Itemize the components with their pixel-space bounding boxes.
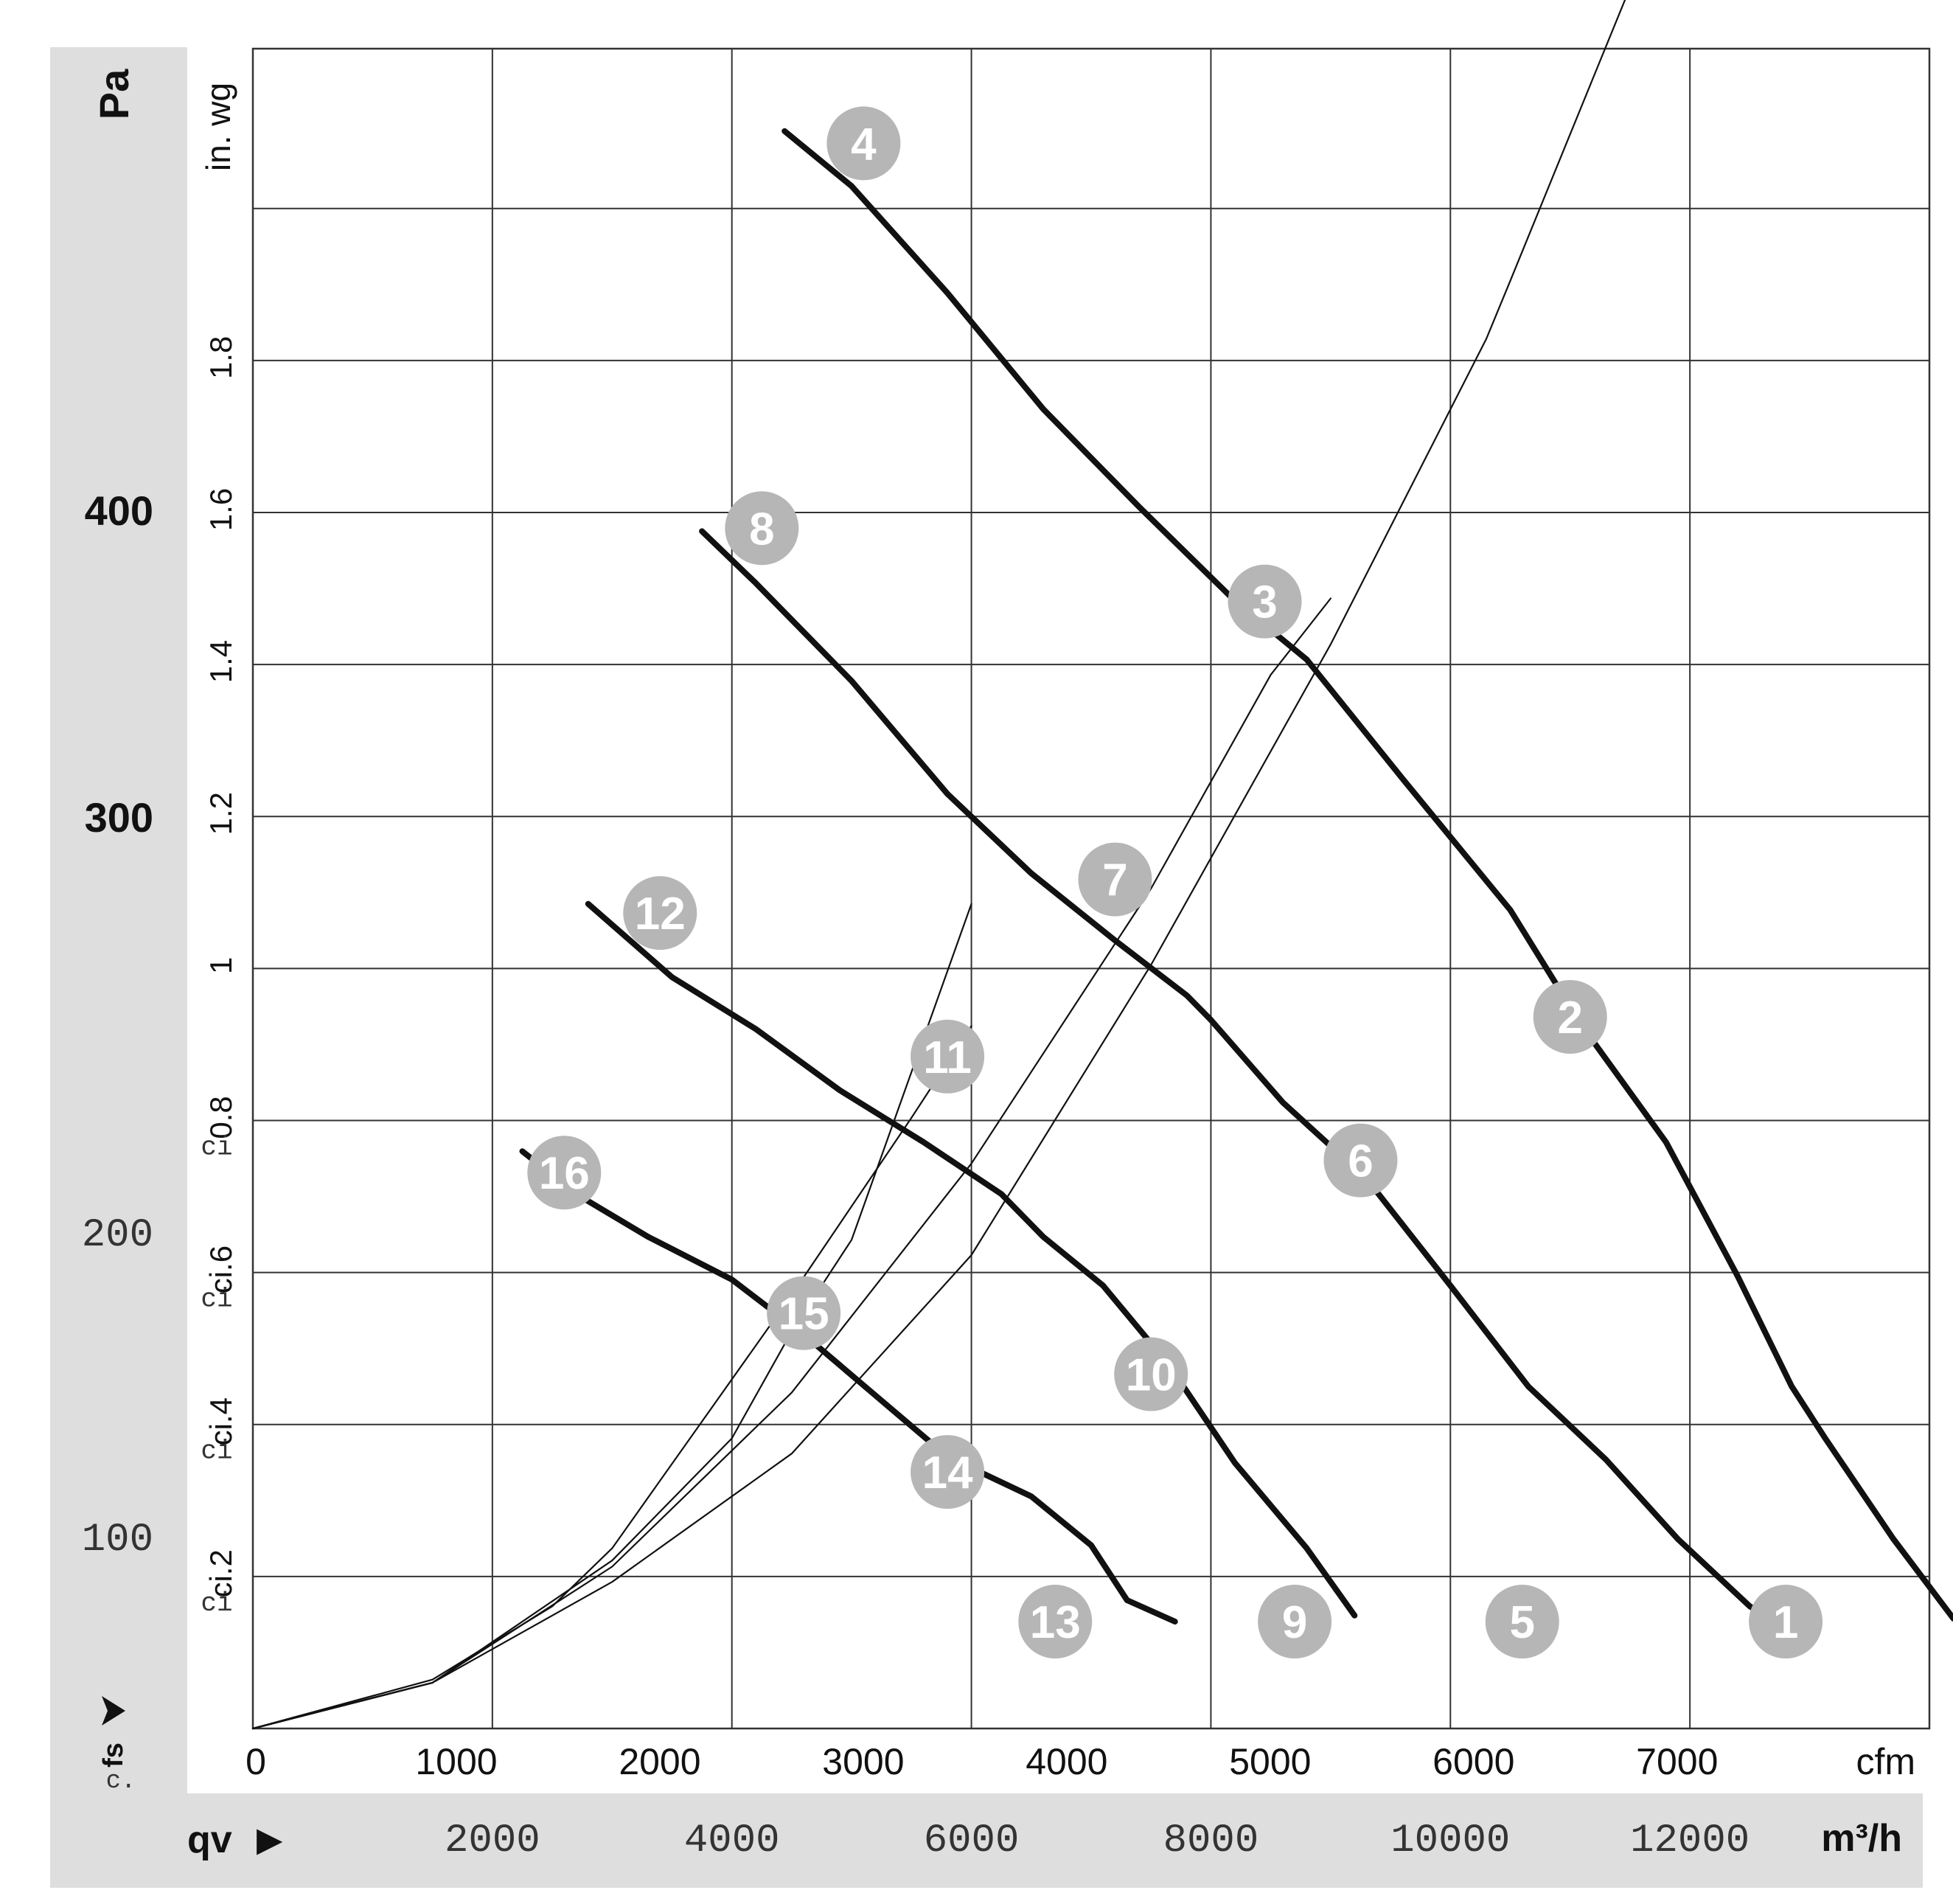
operating-point-marker: [1018, 1585, 1093, 1659]
left-axis-panel: [50, 47, 187, 1888]
plot-border: [251, 47, 1931, 1730]
inwg-tick-label: 1.8: [203, 336, 238, 379]
flow-tick-label: 2000: [445, 1818, 540, 1863]
operating-point-label: 15: [779, 1289, 829, 1340]
operating-point-label: 3: [1252, 577, 1277, 628]
inwg-tick-prefix: ci: [201, 1132, 232, 1162]
cfm-tick-label: 1000: [415, 1741, 497, 1782]
flow-tick-label: 6000: [924, 1818, 1020, 1863]
cfm-label-strip: [187, 1728, 1929, 1793]
pa-unit-label: Pa: [91, 69, 137, 119]
inwg-tick-label: 1.4: [203, 640, 238, 683]
cfm-tick-label: 6000: [1432, 1741, 1514, 1782]
operating-point-marker: [1228, 564, 1302, 639]
operating-point-label: 11: [923, 1032, 972, 1083]
pa-tick-label: 200: [82, 1213, 153, 1258]
characteristic-curve: [699, 528, 1777, 1625]
operating-point-label: 4: [851, 119, 877, 170]
cfm-tick-label: 7000: [1636, 1741, 1718, 1782]
operating-point-label: 10: [1126, 1350, 1177, 1401]
bottom-axis-panel: [50, 1793, 1923, 1888]
operating-point-marker: [1485, 1585, 1559, 1659]
qv-arrow-icon: ▶: [257, 1820, 283, 1858]
flow-unit-label: m³/h: [1821, 1817, 1902, 1860]
flow-tick-label: 12000: [1630, 1818, 1750, 1863]
grid: [251, 47, 1931, 1730]
characteristic-curve: [585, 900, 1358, 1619]
cfm-unit-label: cfm: [1856, 1741, 1915, 1782]
qv-label: qv: [187, 1818, 232, 1861]
characteristic-curve: [781, 128, 1953, 1622]
operating-point-marker: [1258, 1585, 1332, 1659]
operating-point-marker: [911, 1019, 985, 1094]
operating-point-marker: [1749, 1585, 1823, 1659]
flow-tick-label: 4000: [684, 1818, 780, 1863]
curves: [251, 0, 1953, 1730]
psf-arrow-icon: [102, 1696, 125, 1726]
operating-point-label: 9: [1282, 1597, 1307, 1648]
corner-label: c.: [106, 1768, 136, 1796]
pa-tick-label: 100: [82, 1518, 153, 1563]
inwg-tick-prefix: ci: [201, 1588, 232, 1619]
inwg-tick-label: 1: [203, 957, 238, 974]
operating-point-marker: [1323, 1123, 1398, 1198]
operating-point-marker: [1114, 1337, 1188, 1411]
operating-point-label: 16: [539, 1148, 590, 1199]
operating-point-marker: [1533, 979, 1607, 1054]
flow-tick-label: 8000: [1163, 1818, 1259, 1863]
system-resistance-curve: [251, 903, 972, 1730]
inwg-tick-label: 0.8: [203, 1096, 238, 1139]
inwg-tick-prefix: ci: [201, 1436, 232, 1467]
operating-point-label: 12: [635, 889, 686, 939]
operating-point-marker: [725, 491, 799, 566]
pa-tick-label: 300: [85, 794, 153, 841]
cfm-tick-label: 2000: [619, 1741, 700, 1782]
operating-point-label: 2: [1557, 993, 1582, 1043]
operating-point-label: 6: [1348, 1136, 1373, 1187]
inwg-tick-label: ci.6: [203, 1245, 238, 1293]
system-resistance-curve: [251, 597, 1331, 1730]
cfm-tick-label: 3000: [822, 1741, 904, 1782]
operating-point-label: 14: [922, 1448, 973, 1498]
cfm-tick-label: 5000: [1229, 1741, 1311, 1782]
inwg-tick-label: 1.6: [203, 488, 238, 531]
flow-tick-label: 10000: [1390, 1818, 1510, 1863]
axis-labels: Pa in. wg100200300400ci.2ci.4ci.60.811.21…: [82, 69, 1915, 1863]
operating-point-marker: [527, 1136, 602, 1210]
inwg-tick-label: ci.2: [203, 1549, 238, 1597]
operating-point-marker: [826, 106, 901, 181]
operating-point-marker: [767, 1276, 841, 1350]
inwg-tick-label: 1.2: [203, 792, 238, 835]
system-resistance-curve: [251, 0, 1626, 1730]
operating-point-label: 1: [1773, 1597, 1798, 1648]
operating-point-marker: [911, 1435, 985, 1509]
operating-point-marker: [1078, 842, 1152, 917]
system-resistance-curve: [251, 1025, 972, 1730]
cfm-tick-label: 4000: [1026, 1741, 1107, 1782]
pa-tick-label: 400: [85, 487, 153, 534]
psf-label: fs: [98, 1743, 129, 1768]
inwg-tick-label: ci.4: [203, 1397, 238, 1445]
characteristic-curve: [519, 1148, 1178, 1625]
operating-point-label: 7: [1102, 855, 1127, 906]
cfm-tick-label: 0: [246, 1741, 266, 1782]
inwg-tick-prefix: ci: [201, 1285, 232, 1315]
operating-point-label: 5: [1510, 1597, 1535, 1648]
operating-point-label: 8: [749, 504, 774, 555]
inwg-unit-label: in. wg: [199, 83, 237, 171]
operating-point-marker: [623, 876, 697, 951]
operating-point-label: 13: [1030, 1597, 1081, 1648]
